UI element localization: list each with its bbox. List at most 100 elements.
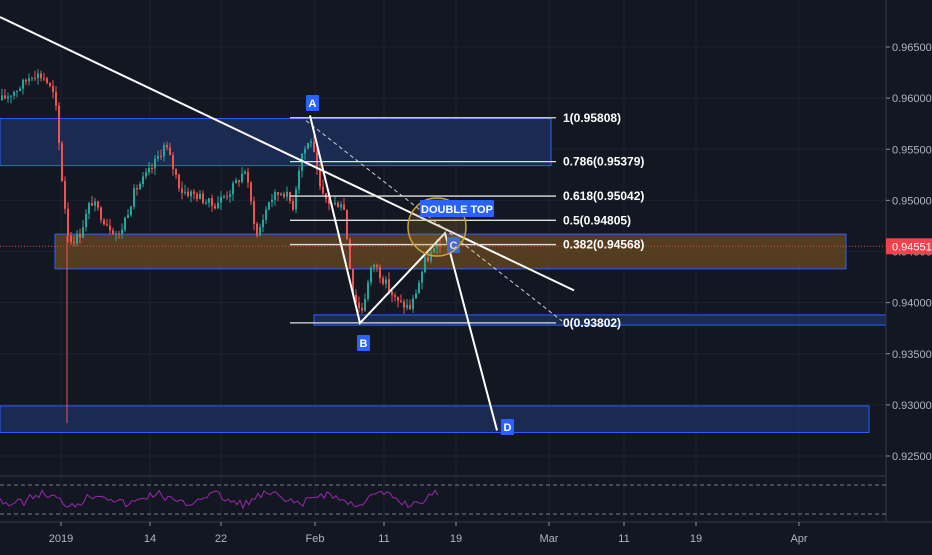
candle-body [79,233,81,238]
candle-body [286,191,288,197]
candle-body [337,202,339,208]
candle-body [268,202,270,210]
candle-body [181,188,183,193]
candle-body [292,200,294,210]
candle-body [49,82,51,86]
candle-body [355,294,357,303]
candle-body [211,198,213,206]
candle-body [133,188,135,207]
y-tick-2: 0.95500 [892,144,932,156]
y-tick-3: 0.95000 [892,195,932,207]
candle-body [316,151,318,169]
candle-body [13,91,15,96]
fib-label-0: 1(0.95808) [563,111,621,125]
candle-body [82,227,84,238]
candle-body [229,194,231,197]
candle-body [409,304,411,310]
point-label-C: C [450,240,458,252]
y-tick-1: 0.96000 [892,93,932,105]
candle-body [334,202,336,205]
point-label-A: A [309,98,317,110]
candle-body [388,279,390,292]
candle-body [103,220,105,225]
candle-body [394,295,396,297]
candle-body [298,170,300,190]
x-tick-9: Apr [790,533,807,545]
candle-body [70,235,72,243]
y-tick-8: 0.92500 [892,451,932,463]
candle-body [124,217,126,230]
candle-body [4,95,6,99]
candle-body [379,267,381,279]
candle-body [238,180,240,182]
candle-body [157,156,159,159]
candle-body [178,174,180,189]
fib-label-5: 0(0.93802) [563,316,621,330]
current-price-tag [886,238,932,255]
candle-body [364,298,366,311]
candle-body [433,247,435,253]
candle-body [34,77,36,79]
candle-body [370,267,372,283]
candle-body [187,191,189,197]
y-tick-5: 0.94000 [892,298,932,310]
candle-body [52,85,54,92]
x-tick-3: Feb [306,533,325,545]
candle-body [64,180,66,209]
candle-body [172,155,174,169]
y-tick-6: 0.93500 [892,349,932,361]
candle-body [328,198,330,204]
candle-body [262,219,264,228]
candle-body [193,191,195,194]
candle-body [169,147,171,156]
fib-label-3: 0.5(0.94805) [563,213,631,227]
candle-body [106,224,108,226]
candle-body [22,79,24,89]
candle-body [43,78,45,80]
candle-body [406,304,408,308]
candle-body [427,257,429,262]
candle-body [295,189,297,210]
candle-body [55,91,57,106]
candle-body [136,188,138,190]
candle-body [340,204,342,208]
candle-body [91,203,93,206]
candle-body [259,227,261,236]
candle-body [85,213,87,228]
x-tick-1: 14 [144,533,156,545]
y-tick-7: 0.93000 [892,400,932,412]
candle-body [436,244,438,248]
candle-body [250,182,252,202]
candle-body [235,180,237,184]
candle-body [88,203,90,214]
candle-body [40,73,42,79]
point-label-D: D [504,422,512,434]
candle-body [403,301,405,308]
candle-body [400,300,402,302]
candle-body [382,278,384,284]
candle-body [361,308,363,311]
x-tick-6: Mar [540,533,559,545]
candle-body [10,95,12,97]
candle-body [265,209,267,220]
candle-body [121,229,123,235]
point-label-box-A [306,95,319,111]
candle-body [277,192,279,195]
candle-body [1,95,3,101]
candle-body [196,193,198,200]
candle-body [202,193,204,204]
candle-body [283,193,285,197]
y-tick-0: 0.96500 [892,42,932,54]
candle-body [220,196,222,203]
candle-body [244,171,246,174]
candle-body [61,143,63,181]
candle-body [412,298,414,310]
candle-body [310,141,312,143]
candle-body [313,141,315,152]
fib-label-4: 0.382(0.94568) [563,238,644,252]
candle-body [253,201,255,224]
candle-body [280,193,282,195]
candle-body [154,158,156,169]
